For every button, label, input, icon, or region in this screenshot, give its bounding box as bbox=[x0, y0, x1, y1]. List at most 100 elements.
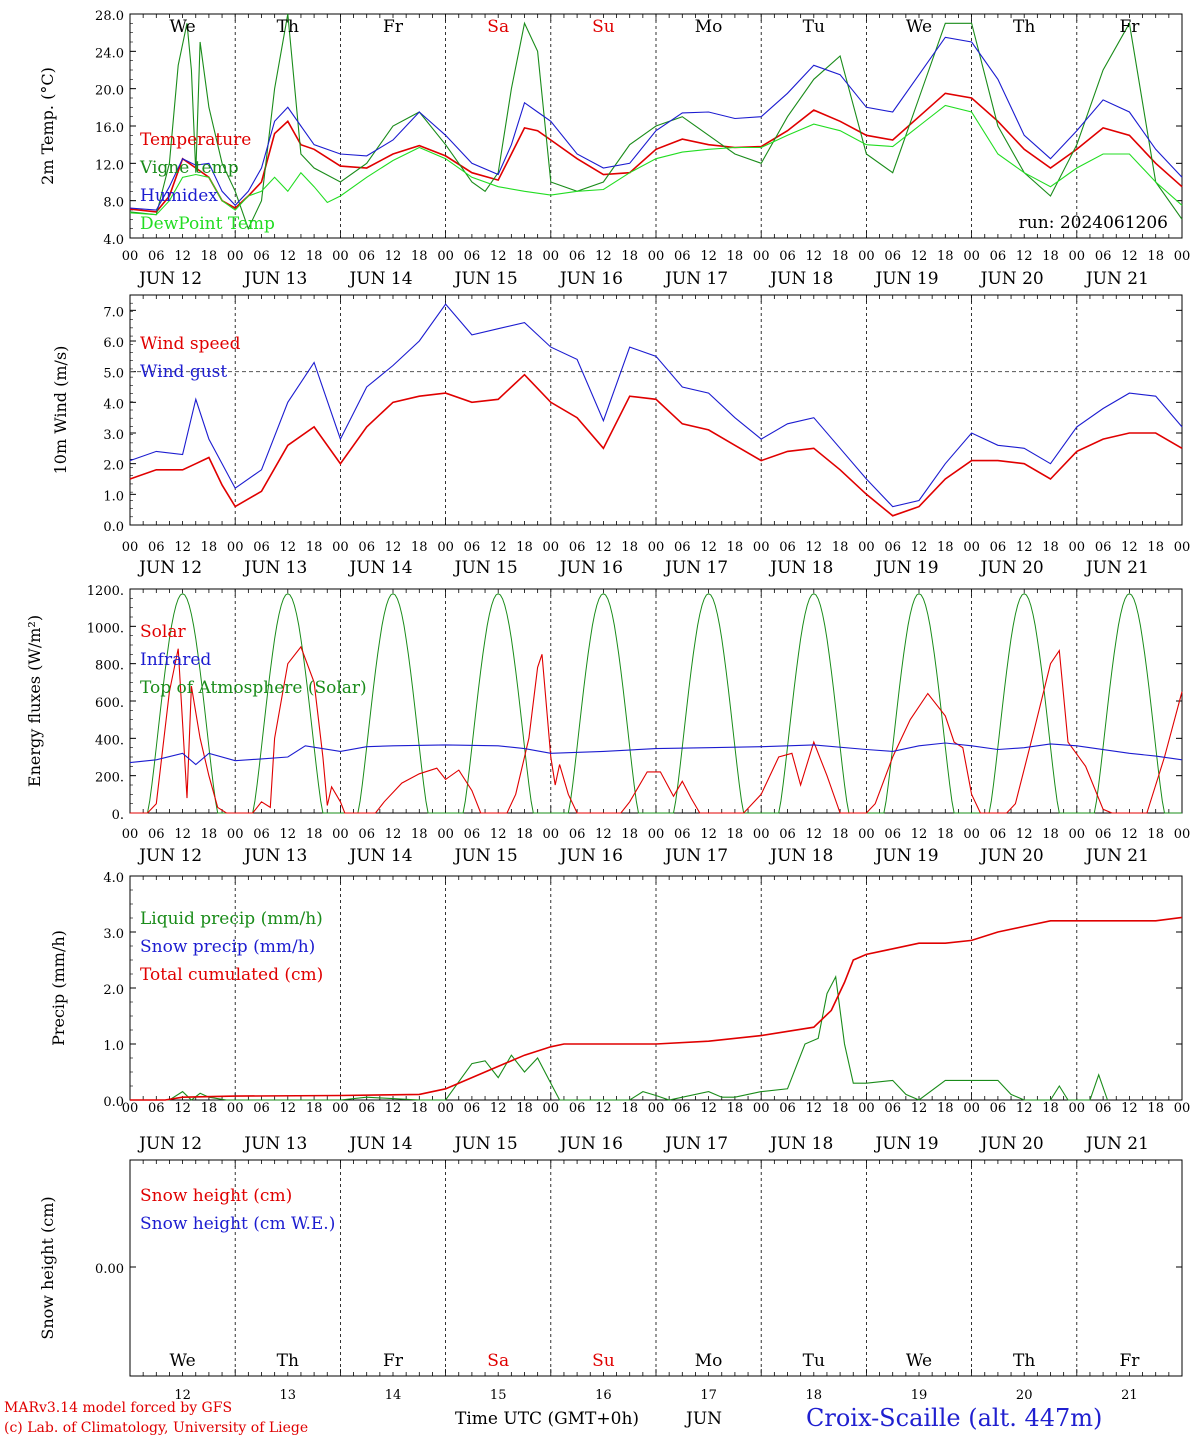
hour-tick-label: 12 bbox=[911, 540, 928, 555]
weekday-label: Su bbox=[592, 1351, 615, 1371]
hour-tick-label: 00 bbox=[753, 1101, 770, 1116]
weekday-label: Fr bbox=[383, 17, 404, 37]
hour-tick-label: 06 bbox=[358, 827, 375, 842]
hour-tick-label: 12 bbox=[806, 249, 823, 264]
panel-2: 0.0 1.0 2.0 3.0 4.0 5.0 6.0 7.0 10m Wind (m/s) Wi… bbox=[51, 294, 1190, 578]
hour-tick-label: 06 bbox=[779, 1101, 796, 1116]
hour-tick-label: 00 bbox=[858, 827, 875, 842]
y-tick-label: 0.0 bbox=[103, 1095, 124, 1110]
date-label: JUN 17 bbox=[663, 269, 728, 289]
hour-tick-label: 00 bbox=[227, 827, 244, 842]
date-label: JUN 13 bbox=[242, 558, 307, 578]
hour-tick-label: 06 bbox=[464, 540, 481, 555]
hour-tick-label: 12 bbox=[174, 540, 191, 555]
y-axis-label: Snow height (cm) bbox=[38, 1196, 57, 1339]
hour-tick-label: 12 bbox=[700, 827, 717, 842]
hour-tick-label: 06 bbox=[1095, 540, 1112, 555]
energy-panel-frame bbox=[129, 588, 1183, 814]
y-tick-label: 1.0 bbox=[103, 1039, 124, 1054]
hour-tick-label: 00 bbox=[227, 540, 244, 555]
series-wind-speed bbox=[129, 373, 1183, 517]
panel-1: 4.0 8.0 12.0 16.0 20.0 24.0 28.0 2m Temp. (°C) T… bbox=[38, 9, 1190, 289]
hour-tick-label: 06 bbox=[779, 249, 796, 264]
date-label: JUN 14 bbox=[347, 269, 412, 289]
hour-tick-label: 00 bbox=[963, 249, 980, 264]
hour-tick-label: 12 bbox=[700, 1101, 717, 1116]
legend-entry: Snow precip (mm/h) bbox=[140, 937, 315, 957]
hour-tick-label: 06 bbox=[779, 827, 796, 842]
hour-tick-label: 00 bbox=[1174, 249, 1191, 264]
hour-tick-label: 18 bbox=[201, 540, 218, 555]
day-number-label: 14 bbox=[385, 1388, 402, 1403]
hour-tick-label: 00 bbox=[1069, 1101, 1086, 1116]
hour-tick-label: 00 bbox=[543, 540, 560, 555]
hour-tick-label: 18 bbox=[1042, 540, 1059, 555]
hour-tick-label: 00 bbox=[332, 540, 349, 555]
day-number-label: 21 bbox=[1121, 1388, 1138, 1403]
hour-tick-label: 00 bbox=[753, 827, 770, 842]
hour-tick-label: 18 bbox=[516, 827, 533, 842]
weekday-label: Th bbox=[1013, 17, 1035, 37]
hour-tick-label: 12 bbox=[490, 827, 507, 842]
hour-tick-label: 18 bbox=[937, 540, 954, 555]
y-tick-label: 24.0 bbox=[95, 46, 124, 61]
hour-tick-label: 12 bbox=[1121, 249, 1138, 264]
y-tick-label: 600. bbox=[95, 696, 124, 711]
y-tick-label: 16.0 bbox=[95, 121, 124, 136]
y-tick-label: 800. bbox=[95, 659, 124, 674]
hour-tick-label: 06 bbox=[253, 540, 270, 555]
hour-tick-label: 00 bbox=[332, 827, 349, 842]
weekday-label: Su bbox=[592, 17, 615, 37]
hour-tick-label: 06 bbox=[148, 540, 165, 555]
hour-tick-label: 18 bbox=[1147, 249, 1164, 264]
hour-tick-label: 12 bbox=[911, 249, 928, 264]
hour-tick-label: 18 bbox=[516, 1101, 533, 1116]
hour-tick-label: 06 bbox=[569, 249, 586, 264]
hour-tick-label: 06 bbox=[990, 1101, 1007, 1116]
hour-tick-label: 18 bbox=[727, 540, 744, 555]
date-label: JUN 19 bbox=[873, 846, 938, 866]
hour-tick-label: 06 bbox=[464, 1101, 481, 1116]
hour-tick-label: 00 bbox=[1174, 827, 1191, 842]
hour-tick-label: 12 bbox=[700, 249, 717, 264]
hour-tick-label: 18 bbox=[1147, 1101, 1164, 1116]
weekday-label: We bbox=[906, 17, 932, 37]
hour-tick-label: 18 bbox=[937, 827, 954, 842]
hour-tick-label: 06 bbox=[1095, 827, 1112, 842]
hour-tick-label: 12 bbox=[1121, 540, 1138, 555]
hour-tick-label: 18 bbox=[306, 540, 323, 555]
panel-3: 0. 200. 400. 600. 800. 1000. 1200. Energy fluxe… bbox=[25, 584, 1190, 866]
hour-tick-label: 06 bbox=[674, 827, 691, 842]
y-tick-label: 1200. bbox=[87, 584, 124, 599]
date-label: JUN 21 bbox=[1084, 1134, 1149, 1154]
weekday-label: Mo bbox=[695, 17, 723, 37]
hour-tick-label: 18 bbox=[1147, 540, 1164, 555]
hour-tick-label: 06 bbox=[569, 827, 586, 842]
hour-tick-label: 18 bbox=[411, 540, 428, 555]
hour-tick-label: 18 bbox=[621, 827, 638, 842]
y-axis-label: Energy fluxes (W/m²) bbox=[25, 615, 44, 787]
weekday-label: Fr bbox=[1119, 17, 1140, 37]
hour-tick-label: 12 bbox=[595, 540, 612, 555]
date-label: JUN 12 bbox=[137, 558, 202, 578]
y-tick-label: 0. bbox=[112, 808, 124, 823]
series-dewpoint-temp bbox=[129, 104, 1183, 216]
hour-tick-label: 18 bbox=[727, 827, 744, 842]
date-label: JUN 16 bbox=[558, 1134, 623, 1154]
hour-tick-label: 00 bbox=[122, 540, 139, 555]
date-label: JUN 12 bbox=[137, 846, 202, 866]
y-axis-label: 2m Temp. (°C) bbox=[38, 67, 57, 185]
y-tick-label: 12.0 bbox=[95, 158, 124, 173]
date-label: JUN 17 bbox=[663, 1134, 728, 1154]
legend-entry: Liquid precip (mm/h) bbox=[140, 909, 323, 929]
hour-tick-label: 06 bbox=[148, 1101, 165, 1116]
hour-tick-label: 18 bbox=[832, 827, 849, 842]
credit-line-2: (c) Lab. of Climatology, University of L… bbox=[4, 1420, 308, 1436]
hour-tick-label: 18 bbox=[937, 249, 954, 264]
hour-tick-label: 00 bbox=[648, 827, 665, 842]
hour-tick-label: 06 bbox=[674, 249, 691, 264]
hour-tick-label: 06 bbox=[569, 1101, 586, 1116]
hour-tick-label: 12 bbox=[280, 540, 297, 555]
legend-entry: Vigne temp bbox=[139, 158, 239, 178]
